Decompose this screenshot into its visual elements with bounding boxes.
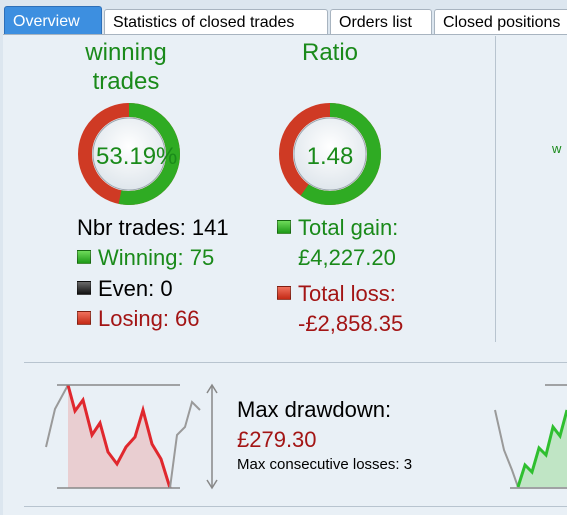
drawdown-area <box>68 385 170 488</box>
tab-bar: Overview Statistics of closed trades Ord… <box>0 0 567 36</box>
horizontal-divider <box>24 362 567 363</box>
max-consecutive-losses: Max consecutive losses: 3 <box>237 456 413 473</box>
losing-count-label: Losing: 66 <box>98 306 200 331</box>
tab-statistics-closed-trades[interactable]: Statistics of closed trades <box>104 9 328 35</box>
nbr-trades: Nbr trades: 141 <box>77 215 229 240</box>
drawdown-illustration <box>45 383 218 490</box>
even-count: Even: 0 <box>77 276 173 302</box>
winning-percent: 53.19% <box>96 143 178 170</box>
max-drawdown-value: £279.30 <box>237 427 317 452</box>
arrow-up-icon <box>206 383 218 394</box>
bottom-divider <box>24 506 567 507</box>
total-gain-label: Total gain: <box>298 215 399 240</box>
winning-donut <box>78 103 180 205</box>
total-gain: Total gain: <box>277 215 398 241</box>
ratio-center <box>293 117 367 191</box>
winning-title-line2: trades <box>92 68 160 95</box>
red-square-icon <box>77 311 91 325</box>
donut-center <box>92 117 166 191</box>
tab-overview[interactable]: Overview <box>4 6 102 36</box>
chart-line-before <box>45 384 69 448</box>
black-square-icon <box>77 281 91 295</box>
overview-panel <box>3 34 567 515</box>
winning-title-line1: winning <box>85 39 167 66</box>
winning-count-label: Winning: 75 <box>98 245 215 270</box>
arrow-down-icon <box>206 479 218 490</box>
total-loss-value: -£2,858.35 <box>298 311 404 336</box>
total-loss: Total loss: <box>277 281 396 307</box>
vertical-divider <box>495 36 496 342</box>
runup-line-before <box>494 409 519 488</box>
drawdown-line <box>66 384 172 489</box>
tab-closed-positions[interactable]: Closed positions <box>434 9 567 35</box>
total-loss-label: Total loss: <box>298 281 396 306</box>
ratio-donut <box>279 103 381 205</box>
total-gain-value: £4,227.20 <box>298 245 396 270</box>
green-square-icon <box>277 220 291 234</box>
losing-count: Losing: 66 <box>77 306 200 332</box>
ratio-title: Ratio <box>301 39 359 66</box>
donut-win-arc <box>78 103 180 205</box>
red-square-icon <box>277 286 291 300</box>
winning-count: Winning: 75 <box>77 245 214 271</box>
ratio-gain-arc <box>279 103 381 205</box>
tab-orders-list[interactable]: Orders list <box>330 9 432 35</box>
runup-area <box>518 410 567 487</box>
even-count-label: Even: 0 <box>98 276 173 301</box>
runup-line <box>516 409 567 488</box>
winning-trades-title: winning trades <box>64 38 188 96</box>
chart-line-after <box>169 400 201 489</box>
ratio-value: 1.48 <box>306 143 354 170</box>
runup-illustration <box>494 384 567 489</box>
max-drawdown-title: Max drawdown: <box>237 397 392 422</box>
green-square-icon <box>77 250 91 264</box>
right-panel-partial-text: w <box>552 141 562 156</box>
